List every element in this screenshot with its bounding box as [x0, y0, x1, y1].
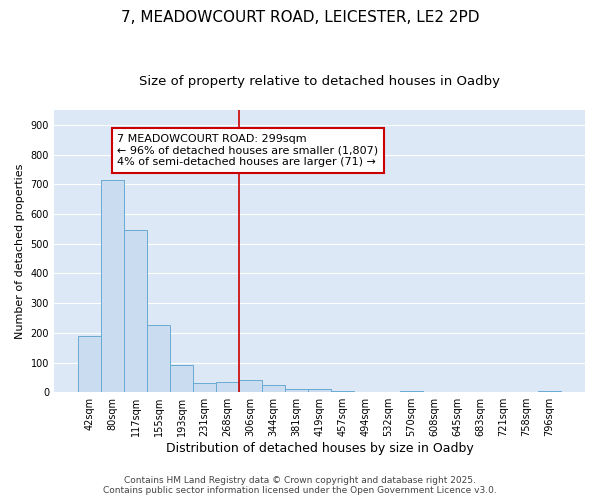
Bar: [193, 384, 216, 392]
Text: Contains HM Land Registry data © Crown copyright and database right 2025.
Contai: Contains HM Land Registry data © Crown c…: [103, 476, 497, 495]
Bar: [101, 180, 124, 392]
Bar: [78, 336, 101, 392]
Bar: [216, 382, 239, 392]
Bar: [400, 390, 423, 392]
Bar: [147, 326, 170, 392]
X-axis label: Distribution of detached houses by size in Oadby: Distribution of detached houses by size …: [166, 442, 473, 455]
Bar: [170, 366, 193, 392]
Text: 7, MEADOWCOURT ROAD, LEICESTER, LE2 2PD: 7, MEADOWCOURT ROAD, LEICESTER, LE2 2PD: [121, 10, 479, 25]
Bar: [239, 380, 262, 392]
Bar: [124, 230, 147, 392]
Bar: [308, 389, 331, 392]
Bar: [262, 385, 285, 392]
Text: 7 MEADOWCOURT ROAD: 299sqm
← 96% of detached houses are smaller (1,807)
4% of se: 7 MEADOWCOURT ROAD: 299sqm ← 96% of deta…: [117, 134, 378, 167]
Bar: [331, 390, 354, 392]
Bar: [538, 390, 561, 392]
Y-axis label: Number of detached properties: Number of detached properties: [15, 164, 25, 339]
Title: Size of property relative to detached houses in Oadby: Size of property relative to detached ho…: [139, 75, 500, 88]
Bar: [285, 388, 308, 392]
